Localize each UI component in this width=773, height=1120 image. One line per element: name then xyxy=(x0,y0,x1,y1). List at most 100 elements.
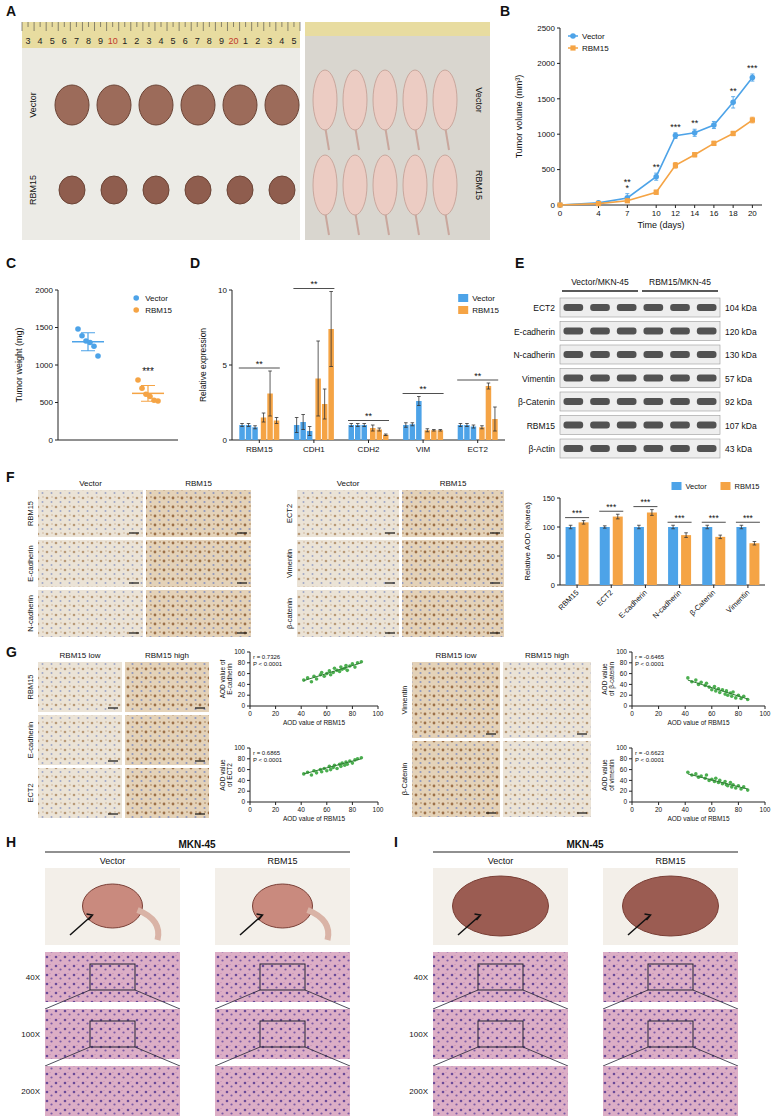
chart-scatter: 020406080100020406080100AOD value of RBM… xyxy=(601,648,771,726)
marker xyxy=(692,130,698,136)
protein-name: β-Actin xyxy=(528,444,555,454)
y-tick-label: 5 xyxy=(223,361,228,370)
error-bar xyxy=(487,383,491,389)
band xyxy=(564,351,584,358)
mouse xyxy=(313,70,337,130)
significance: ** xyxy=(256,359,264,369)
ruler xyxy=(22,22,300,48)
x-tick-label: 16 xyxy=(709,209,718,218)
ruler-tick xyxy=(287,22,288,31)
marker xyxy=(557,202,562,207)
magnification: 200X xyxy=(409,1087,428,1096)
zoom-line xyxy=(693,990,738,1009)
stat-label: r = 0.7326 xyxy=(253,654,281,660)
axis-title-line: of ECT2 xyxy=(226,763,233,787)
zoom-line xyxy=(603,1047,648,1066)
band xyxy=(670,398,690,405)
panel-letter: H xyxy=(6,834,16,850)
y-tick-label: 40 xyxy=(620,777,628,784)
micrograph xyxy=(297,490,399,537)
axis-title-line: AOD value xyxy=(601,759,608,791)
error-bar xyxy=(426,429,430,432)
x-tick-label: 12 xyxy=(671,209,680,218)
protein-size: 104 kDa xyxy=(725,303,757,313)
micrograph xyxy=(215,952,350,1002)
ruler-tick xyxy=(136,22,137,27)
protein-name: N-cadherin xyxy=(513,350,555,360)
x-tick xyxy=(713,205,714,208)
point xyxy=(95,353,101,359)
band xyxy=(644,375,664,382)
error-bar xyxy=(740,525,744,528)
band xyxy=(697,304,717,311)
micrograph xyxy=(38,540,143,587)
column-label: Vector xyxy=(100,856,126,866)
x-tick-label: 20 xyxy=(655,806,663,813)
axis-title-line: AOD value xyxy=(601,663,608,695)
error-bar xyxy=(673,163,677,169)
error-bar xyxy=(654,190,658,194)
micrograph xyxy=(433,952,568,1002)
mouse xyxy=(343,155,367,215)
band xyxy=(670,422,690,429)
marker xyxy=(711,122,717,128)
x-axis-title: AOD value of RBM15 xyxy=(667,719,730,726)
x-tick-label: 80 xyxy=(735,806,743,813)
axis-title: Tumor volume (mm³) xyxy=(514,75,524,159)
y-tick xyxy=(55,440,58,441)
chart-scatter: 020406080100020406080100AOD value of RBM… xyxy=(219,648,384,726)
band xyxy=(697,422,717,429)
panel-f-images: FVectorRBM15RBM15E-cadherinN-cadherinVec… xyxy=(6,469,504,637)
sd-bar xyxy=(81,333,95,351)
ruler-tick xyxy=(28,22,29,27)
y-tick xyxy=(247,758,250,759)
cell-line: MKN-45 xyxy=(178,839,216,850)
arrow xyxy=(240,914,263,935)
y-tick-label: 1500 xyxy=(35,323,53,332)
band xyxy=(590,375,610,382)
significance: *** xyxy=(640,497,651,507)
point xyxy=(686,676,690,680)
band xyxy=(564,304,584,311)
row-label: E-cadherin xyxy=(26,722,35,758)
photo-label: RBM15 xyxy=(28,175,38,205)
y-tick-label: 0 xyxy=(241,702,245,709)
row-label: E-cadherin xyxy=(26,545,35,581)
point xyxy=(135,377,141,383)
error-bar xyxy=(753,542,757,545)
error-bar xyxy=(275,418,279,424)
scale-bar xyxy=(129,582,139,583)
ruler-digit: 9 xyxy=(98,36,103,46)
band xyxy=(617,445,637,452)
row-label: RBM15 xyxy=(26,501,35,526)
stat-label: P < 0.0001 xyxy=(253,757,283,763)
column-label: RBM15 xyxy=(185,479,212,488)
series-line xyxy=(560,120,752,205)
significance: *** xyxy=(572,508,583,518)
ruler-tick xyxy=(106,22,107,31)
x-tick-label: Vimentin xyxy=(724,588,751,615)
x-axis xyxy=(560,585,765,586)
significance: *** xyxy=(670,122,681,132)
y-tick xyxy=(629,695,632,696)
arrow xyxy=(458,914,481,935)
zoom-box xyxy=(260,964,305,990)
axis-title: Relative AOD (%area) xyxy=(523,502,532,581)
legend: VectorRBM15 xyxy=(458,294,499,315)
protein-size: 130 kDa xyxy=(725,350,757,360)
significance: ** xyxy=(474,371,482,381)
point xyxy=(139,385,145,391)
x-tick-label: 60 xyxy=(323,710,331,717)
protein-name: RBM15 xyxy=(527,421,556,431)
ruler-digit: 1 xyxy=(122,36,127,46)
y-tick xyxy=(247,769,250,770)
y-tick xyxy=(229,365,232,366)
axis-title-line: Tumor volume (mm³) xyxy=(514,75,524,159)
micrograph xyxy=(125,715,209,765)
row-label: β-Catenin xyxy=(400,763,409,796)
legend-label: RBM15 xyxy=(735,482,760,491)
significance: *** xyxy=(743,513,754,523)
photo-label: Vector xyxy=(28,92,38,118)
x-tick-label: 4 xyxy=(596,209,601,218)
panel-a: A3456789101234567892012345VectorRBM15Vec… xyxy=(6,3,490,240)
